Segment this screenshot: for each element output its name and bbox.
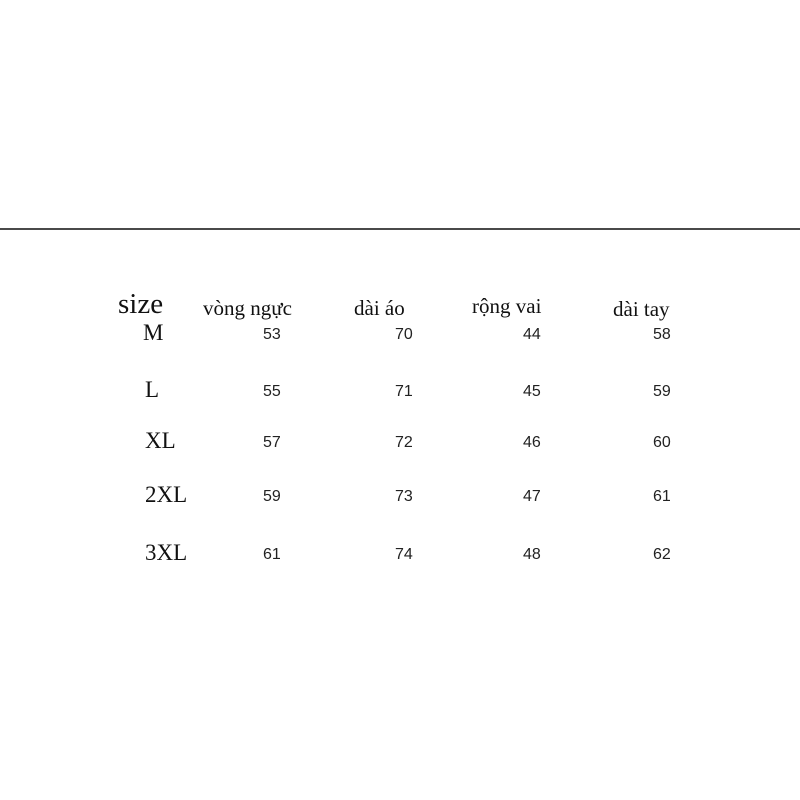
table-cell: 57 xyxy=(263,434,281,451)
table-cell: 62 xyxy=(653,546,671,563)
table-cell: 74 xyxy=(395,546,413,563)
size-label: L xyxy=(145,377,160,402)
table-cell: 60 xyxy=(653,434,671,451)
table-cell: 72 xyxy=(395,434,413,451)
table-cell: 71 xyxy=(395,383,413,400)
table-cell: 46 xyxy=(523,434,541,451)
size-label: 3XL xyxy=(145,540,188,565)
table-cell: 59 xyxy=(653,383,671,400)
table-cell: 53 xyxy=(263,326,281,343)
horizontal-divider xyxy=(0,228,800,230)
header-chest: vòng ngực xyxy=(203,296,292,320)
header-shoulder: rộng vai xyxy=(472,294,542,318)
table-cell: 48 xyxy=(523,546,541,563)
table-cell: 44 xyxy=(523,326,541,343)
size-label: XL xyxy=(145,428,176,453)
size-label: M xyxy=(143,320,164,345)
table-cell: 61 xyxy=(653,488,671,505)
table-cell: 58 xyxy=(653,326,671,343)
size-label: 2XL xyxy=(145,482,188,507)
header-sleeve: dài tay xyxy=(613,297,670,321)
table-cell: 45 xyxy=(523,383,541,400)
header-size: size xyxy=(118,288,164,320)
table-cell: 55 xyxy=(263,383,281,400)
table-cell: 70 xyxy=(395,326,413,343)
header-length: dài áo xyxy=(354,296,405,320)
table-cell: 61 xyxy=(263,546,281,563)
table-cell: 73 xyxy=(395,488,413,505)
table-cell: 59 xyxy=(263,488,281,505)
table-cell: 47 xyxy=(523,488,541,505)
